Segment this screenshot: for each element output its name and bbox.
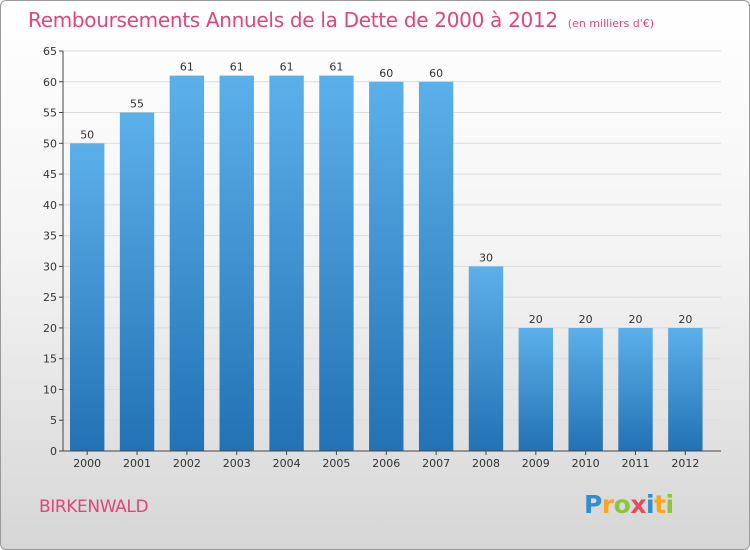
chart-subtitle: (en milliers d'€) <box>567 17 655 30</box>
bar-2004 <box>269 75 304 451</box>
bar-2000 <box>70 143 105 452</box>
value-label-2010: 20 <box>579 313 593 326</box>
logo-letter: o <box>613 490 631 519</box>
bar-2010 <box>568 327 603 451</box>
value-label-2005: 61 <box>329 61 343 74</box>
bar-2008 <box>468 266 504 451</box>
bar-2007 <box>418 81 454 452</box>
proxiti-logo: Proxiti <box>584 490 674 519</box>
value-label-2007: 60 <box>429 67 443 80</box>
value-label-2004: 61 <box>280 61 294 74</box>
bar-2003 <box>219 75 254 451</box>
x-tick-label-2009: 2009 <box>522 457 550 470</box>
y-tick-label-30: 30 <box>43 260 57 273</box>
value-label-2008: 30 <box>479 251 493 264</box>
x-tick-label-2006: 2006 <box>372 457 400 470</box>
bar-2011 <box>618 327 653 451</box>
y-tick-label-40: 40 <box>43 199 57 212</box>
x-tick-label-2001: 2001 <box>123 457 151 470</box>
x-tick-label-2000: 2000 <box>73 457 101 470</box>
x-tick-label-2010: 2010 <box>572 457 600 470</box>
y-tick-label-65: 65 <box>43 45 57 58</box>
y-tick-label-0: 0 <box>50 445 57 458</box>
y-tick-label-10: 10 <box>43 383 57 396</box>
commune-name: BIRKENWALD <box>39 497 149 517</box>
logo-letter: i <box>665 490 675 519</box>
y-tick-label-25: 25 <box>43 291 57 304</box>
logo-letter: P <box>584 490 602 519</box>
x-tick-label-2004: 2004 <box>273 457 301 470</box>
value-label-2002: 61 <box>180 61 194 74</box>
logo-letter: r <box>601 490 614 519</box>
value-label-2012: 20 <box>678 313 692 326</box>
y-tick-label-55: 55 <box>43 107 57 120</box>
value-label-2001: 55 <box>130 98 144 111</box>
x-tick-label-2005: 2005 <box>322 457 350 470</box>
x-tick-label-2012: 2012 <box>671 457 699 470</box>
bars: 50 55 61 61 61 61 60 60 30 20 20 20 20 <box>70 61 703 452</box>
x-tick-label-2008: 2008 <box>472 457 500 470</box>
y-tick-label-20: 20 <box>43 322 57 335</box>
value-label-2003: 61 <box>230 61 244 74</box>
logo-letter: x <box>630 490 646 519</box>
value-label-2009: 20 <box>529 313 543 326</box>
bar-2012 <box>668 327 703 451</box>
y-tick-label-45: 45 <box>43 168 57 181</box>
y-tick-label-15: 15 <box>43 353 57 366</box>
bar-2005 <box>319 75 354 451</box>
x-tick-label-2007: 2007 <box>422 457 450 470</box>
value-label-2006: 60 <box>379 67 393 80</box>
x-tick-label-2011: 2011 <box>622 457 650 470</box>
y-tick-label-5: 5 <box>50 414 57 427</box>
y-tick-label-50: 50 <box>43 137 57 150</box>
y-tick-label-35: 35 <box>43 230 57 243</box>
axes: 0 5 10 15 20 25 30 35 40 45 50 55 60 65 2000 2001 2002 20… <box>43 45 721 470</box>
bar-2006 <box>369 81 404 452</box>
value-label-2011: 20 <box>629 313 643 326</box>
chart-title: Remboursements Annuels de la Dette de 20… <box>28 8 655 32</box>
value-label-2000: 50 <box>80 128 94 141</box>
x-tick-label-2002: 2002 <box>173 457 201 470</box>
bar-2009 <box>518 327 554 451</box>
logo-letter: t <box>654 490 666 519</box>
logo-letter: i <box>646 490 655 519</box>
y-tick-label-60: 60 <box>43 76 57 89</box>
bar-2002 <box>169 75 205 451</box>
bar-2001 <box>119 112 155 452</box>
x-tick-label-2003: 2003 <box>223 457 251 470</box>
